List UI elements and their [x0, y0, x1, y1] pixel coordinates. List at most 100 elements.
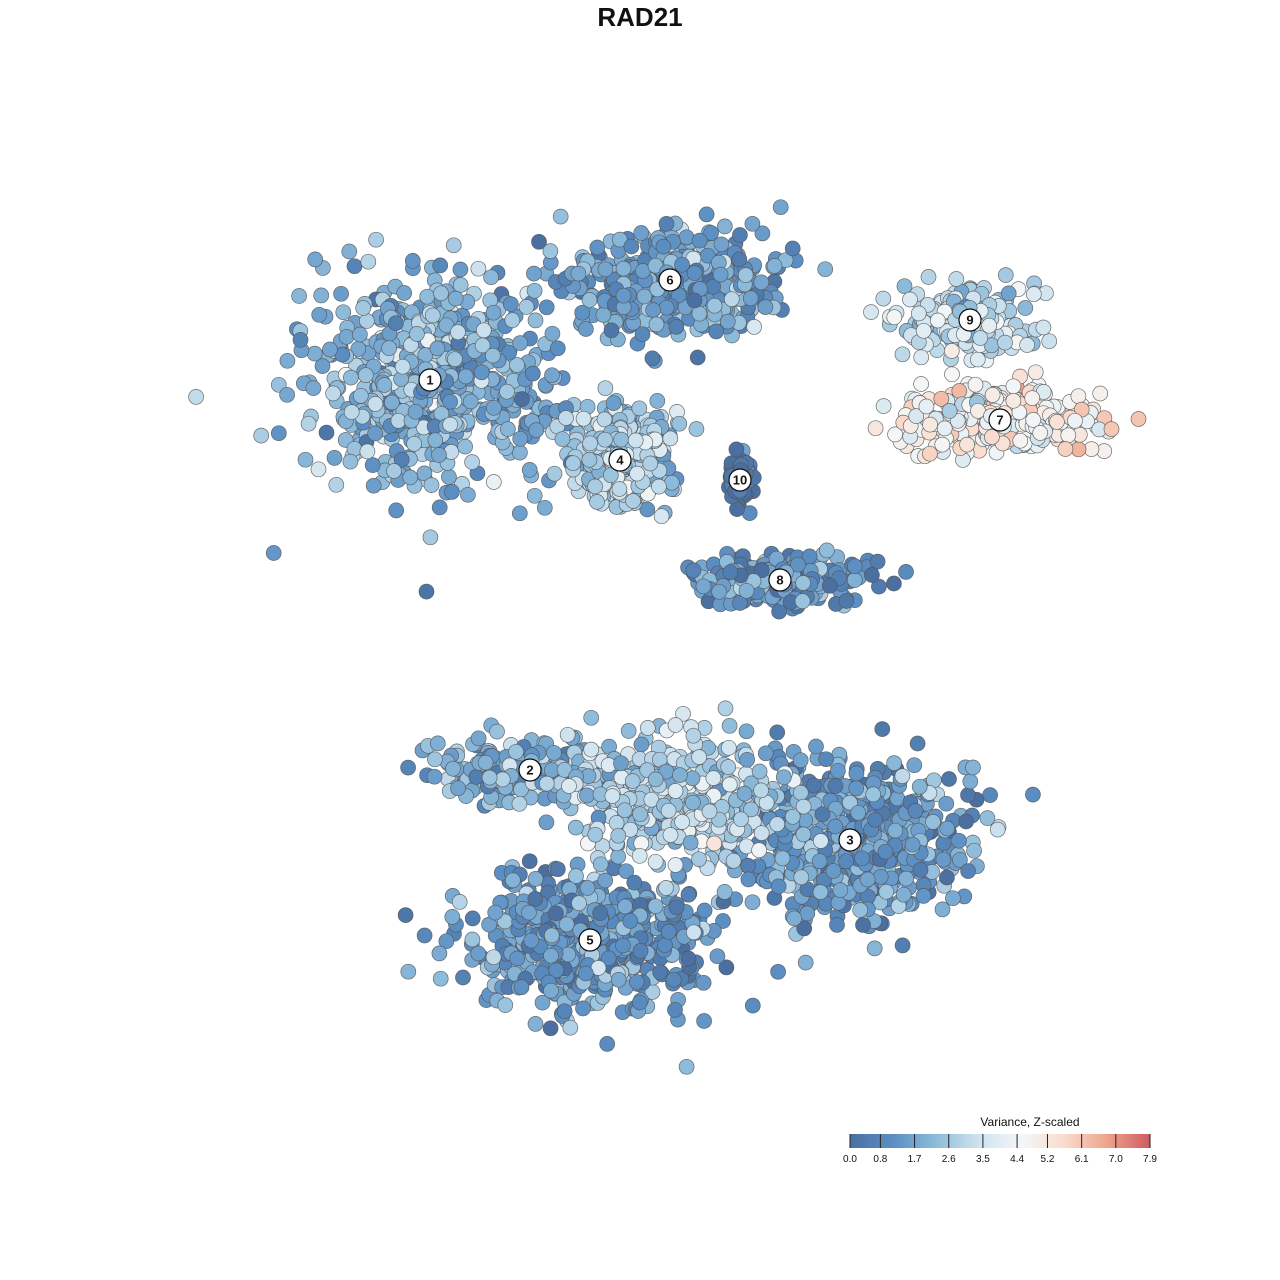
data-point — [542, 1020, 559, 1037]
data-point — [627, 432, 644, 449]
data-point — [639, 720, 656, 736]
data-point — [427, 751, 443, 768]
data-point — [948, 271, 965, 287]
data-point — [855, 917, 871, 933]
data-point — [393, 451, 410, 468]
data-point — [711, 583, 727, 600]
data-point — [686, 292, 703, 309]
data-point — [487, 904, 504, 921]
data-point — [502, 296, 519, 312]
data-point — [935, 851, 952, 868]
cluster-label-text: 6 — [666, 273, 673, 288]
cluster-label-text: 2 — [526, 763, 533, 778]
data-point — [501, 344, 517, 361]
data-point — [311, 306, 328, 323]
data-point — [543, 982, 559, 999]
data-point — [441, 469, 457, 485]
data-point — [442, 393, 458, 410]
data-point — [984, 387, 1001, 403]
data-point — [769, 816, 786, 833]
data-point — [343, 369, 359, 386]
data-point — [691, 232, 708, 249]
data-point — [832, 882, 849, 898]
data-point — [447, 290, 464, 307]
data-point — [706, 835, 723, 852]
data-point — [701, 803, 718, 820]
data-point — [960, 787, 976, 803]
data-point — [792, 784, 809, 801]
data-point — [558, 916, 575, 933]
data-point — [526, 265, 542, 282]
data-point — [562, 1019, 579, 1036]
data-point — [830, 762, 846, 779]
data-point — [538, 299, 555, 316]
data-point — [589, 494, 605, 510]
data-point — [352, 326, 368, 343]
data-point — [674, 256, 690, 273]
data-point — [744, 215, 761, 232]
data-point — [297, 451, 314, 468]
data-point — [442, 416, 459, 433]
data-point — [445, 760, 461, 777]
data-point — [766, 258, 783, 274]
data-point — [962, 773, 979, 790]
data-point — [645, 302, 661, 318]
data-point — [632, 806, 648, 823]
data-point — [447, 351, 463, 368]
data-point — [1025, 286, 1042, 303]
data-point — [597, 872, 614, 889]
data-point — [633, 736, 650, 753]
data-point — [597, 431, 613, 448]
data-point — [769, 724, 786, 741]
data-point — [817, 261, 834, 278]
data-point — [775, 769, 792, 786]
data-point — [450, 780, 466, 797]
data-point — [626, 874, 643, 891]
data-point — [342, 453, 359, 470]
data-point — [665, 971, 682, 988]
data-point — [615, 287, 632, 304]
cluster-label-text: 8 — [776, 573, 783, 588]
data-point — [794, 593, 811, 610]
data-point — [554, 431, 571, 447]
data-point — [622, 913, 639, 929]
data-point — [886, 755, 902, 771]
data-point — [721, 776, 738, 793]
cluster-label-1: 1 — [418, 368, 442, 392]
data-point — [934, 436, 951, 453]
data-point — [913, 349, 930, 366]
data-point — [546, 465, 563, 482]
data-point — [792, 752, 809, 769]
data-point — [894, 937, 911, 954]
data-point — [431, 447, 447, 463]
data-point — [314, 358, 331, 374]
data-point — [279, 352, 296, 369]
data-point — [696, 1013, 712, 1029]
data-point — [253, 427, 270, 444]
data-point — [409, 326, 425, 342]
data-point — [907, 803, 924, 819]
data-point — [325, 385, 341, 402]
data-point — [629, 465, 645, 482]
data-point — [481, 769, 498, 786]
data-point — [912, 862, 929, 878]
data-point — [686, 265, 703, 281]
data-point — [452, 261, 469, 278]
data-point — [546, 744, 562, 761]
color-legend: Variance, Z-scaled 0.0 0.8 1.7 2.6 3.5 4.4 5.2 6… — [843, 1115, 1157, 1165]
cluster-label-text: 1 — [426, 373, 433, 388]
data-point — [695, 578, 712, 595]
data-point — [970, 402, 986, 419]
data-point — [431, 945, 448, 962]
data-point — [511, 795, 528, 812]
data-point — [939, 820, 956, 837]
data-point — [418, 583, 435, 600]
data-point — [270, 425, 287, 442]
data-point — [941, 771, 957, 787]
legend-tick-label: 0.8 — [873, 1154, 887, 1165]
data-point — [388, 502, 405, 519]
data-point — [753, 274, 770, 291]
data-point — [812, 884, 829, 900]
data-point — [610, 848, 627, 865]
data-point — [610, 827, 627, 844]
